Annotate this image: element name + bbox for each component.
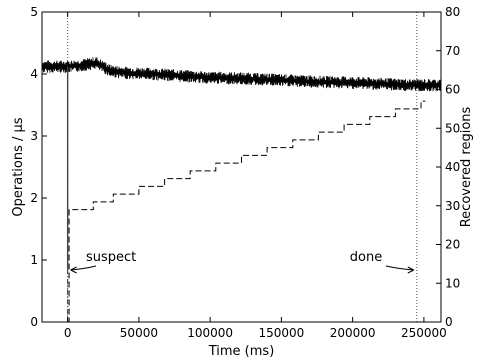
plot-frame	[42, 12, 441, 322]
y-tick-label-right: 70	[445, 44, 460, 58]
y-axis-label-left: Operations / μs	[11, 117, 26, 216]
y-tick-label-left: 2	[30, 191, 38, 205]
x-tick-label: 100000	[187, 326, 233, 340]
y-tick-label-left: 3	[30, 129, 38, 143]
y-tick-label-right: 50	[445, 121, 460, 135]
y-tick-label-right: 80	[445, 5, 460, 19]
y-tick-label-left: 1	[30, 253, 38, 267]
y-axis-label-right: Recovered regions	[459, 106, 474, 227]
x-tick-label: 200000	[330, 326, 376, 340]
annotation-done: done	[350, 250, 382, 265]
annotations: suspect done	[71, 250, 414, 273]
y-tick-label-right: 60	[445, 83, 460, 97]
y-tick-label-right: 30	[445, 199, 460, 213]
y-tick-label-right: 10	[445, 276, 460, 290]
y-tick-label-right: 0	[445, 315, 453, 329]
y-tick-label-right: 40	[445, 160, 460, 174]
x-axis-label: Time (ms)	[208, 344, 275, 359]
throughput-series	[42, 57, 441, 91]
series-layer	[42, 57, 441, 322]
axis-ticks: 0 50000 100000 150000 200000 2500000123450102…	[30, 5, 460, 340]
x-tick-label: 150000	[258, 326, 304, 340]
annotation-suspect: suspect	[86, 250, 136, 265]
y-tick-label-right: 20	[445, 238, 460, 252]
y-tick-label-left: 4	[30, 67, 38, 81]
y-tick-label-left: 0	[30, 315, 38, 329]
x-tick-label: 50000	[120, 326, 158, 340]
recovered-regions-series	[68, 101, 426, 322]
x-tick-label: 0	[64, 326, 72, 340]
y-tick-label-left: 5	[30, 5, 38, 19]
marker-lines	[68, 12, 417, 322]
x-tick-label: 250000	[401, 326, 447, 340]
